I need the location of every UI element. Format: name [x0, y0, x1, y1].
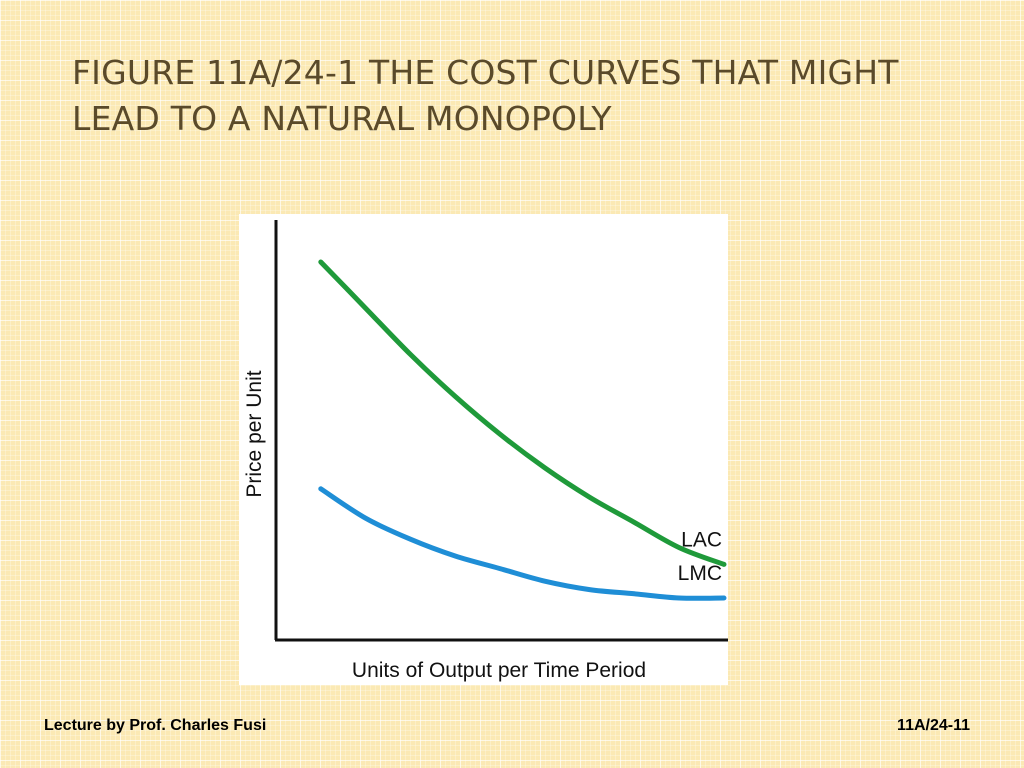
series-layer [318, 259, 727, 601]
cost-curves-chart: LAC LMC Units of Output per Time Period P… [243, 220, 728, 682]
footer-lecturer: Lecture by Prof. Charles Fusi [44, 717, 267, 734]
series-label-lmc: LMC [678, 562, 722, 585]
x-axis-label: Units of Output per Time Period [352, 659, 646, 682]
series-label-lac: LAC [681, 528, 722, 551]
series-labels: LAC LMC [678, 528, 722, 585]
slide-title: FIGURE 11A/24-1 THE COST CURVES THAT MIG… [72, 50, 952, 142]
chart-panel: LAC LMC Units of Output per Time Period P… [239, 214, 728, 685]
series-line-lmc [318, 486, 727, 601]
axes [274, 220, 728, 642]
y-axis-label: Price per Unit [243, 370, 266, 497]
series-line-lac [318, 259, 727, 567]
slide-title-line-2: LEAD TO A NATURAL MONOPOLY [72, 99, 612, 138]
slide-title-line-1: FIGURE 11A/24-1 THE COST CURVES THAT MIG… [72, 53, 899, 92]
footer-slide-number: 11A/24-11 [897, 717, 970, 734]
